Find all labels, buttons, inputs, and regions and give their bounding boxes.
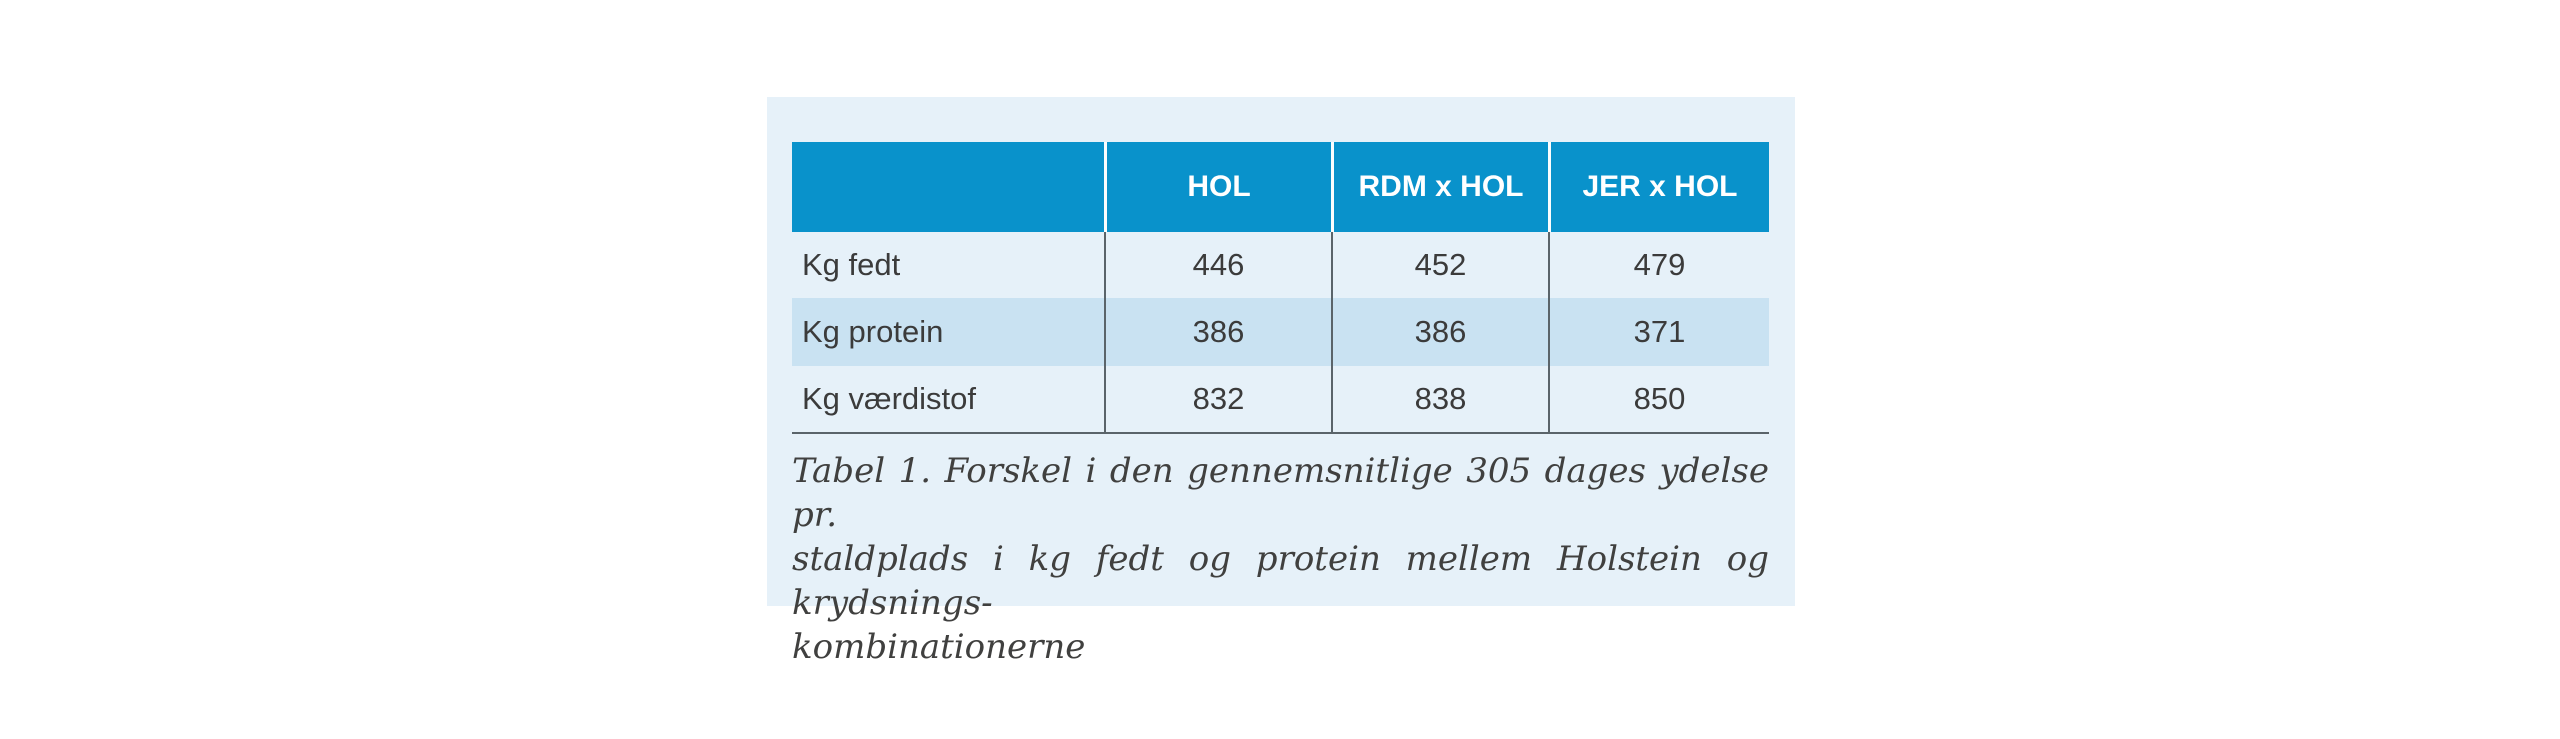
- header-cell-empty: [792, 142, 1104, 232]
- row-label: Kg fedt: [802, 247, 901, 282]
- table-panel: HOL RDM x HOL JER x HOL Kg fedt 446 452 …: [767, 97, 1795, 667]
- table-cell: 832: [1104, 366, 1331, 432]
- table-cell: 838: [1331, 366, 1548, 432]
- caption-line-3: kombinationerne: [792, 627, 1086, 667]
- table-cell: 386: [1104, 298, 1331, 366]
- table-cell: 386: [1331, 298, 1548, 366]
- table-cell: 479: [1548, 232, 1769, 298]
- table-row-kg-fedt: Kg fedt 446 452 479: [792, 232, 1769, 298]
- row-label: Kg protein: [802, 314, 944, 349]
- column-header-rdm-x-hol: RDM x HOL: [1331, 142, 1548, 232]
- table-cell: 371: [1548, 298, 1769, 366]
- column-header-hol: HOL: [1104, 142, 1331, 232]
- caption-line-2: staldplads i kg fedt og protein mellem H…: [792, 539, 1769, 623]
- table-header-row: HOL RDM x HOL JER x HOL: [792, 142, 1769, 232]
- table-row-kg-protein: Kg protein 386 386 371: [792, 298, 1769, 366]
- column-header-jer-x-hol: JER x HOL: [1548, 142, 1769, 232]
- table-cell: 446: [1104, 232, 1331, 298]
- caption-line-1: Tabel 1. Forskel i den gennemsnitlige 30…: [792, 451, 1769, 535]
- table-cell: 452: [1331, 232, 1548, 298]
- table-caption: Tabel 1. Forskel i den gennemsnitlige 30…: [792, 449, 1769, 669]
- table-row-kg-vaerdistof: Kg værdistof 832 838 850: [792, 366, 1769, 434]
- table-cell: 850: [1548, 366, 1769, 432]
- row-label: Kg værdistof: [802, 381, 977, 416]
- data-table: HOL RDM x HOL JER x HOL Kg fedt 446 452 …: [792, 142, 1769, 434]
